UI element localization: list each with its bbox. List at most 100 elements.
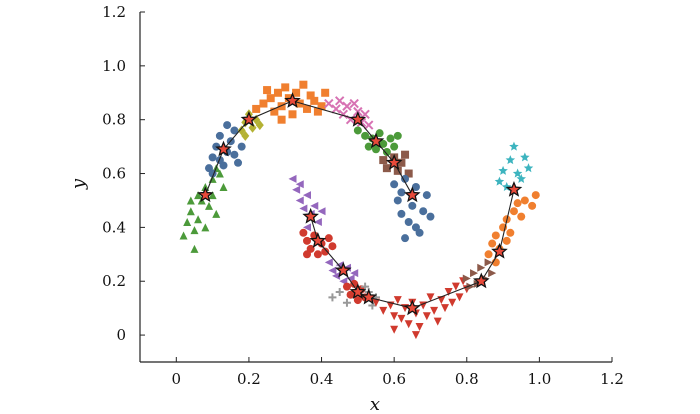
data-point	[379, 156, 388, 165]
y-tick-label: 1.2	[102, 3, 126, 21]
data-point	[277, 115, 286, 124]
data-point	[419, 207, 428, 216]
data-point	[393, 196, 402, 205]
data-point	[303, 236, 312, 245]
data-point	[215, 131, 224, 140]
cluster-center-star	[349, 110, 367, 127]
data-point	[430, 306, 439, 315]
data-point	[386, 134, 395, 143]
data-point	[306, 91, 315, 100]
data-point	[517, 212, 526, 221]
data-point	[346, 290, 355, 299]
data-point	[299, 228, 308, 237]
data-point	[299, 80, 308, 89]
data-point	[426, 212, 435, 221]
data-point	[342, 298, 351, 307]
cluster-center-star	[309, 232, 327, 248]
center-link	[368, 296, 413, 309]
x-tick-label: 0.6	[382, 370, 406, 388]
data-point	[230, 150, 239, 159]
y-tick-label: 0	[116, 326, 126, 344]
data-point	[372, 145, 380, 154]
x-tick-label: 0.4	[310, 370, 334, 388]
data-point	[513, 199, 522, 208]
data-point	[390, 312, 399, 321]
data-point	[408, 201, 417, 210]
data-point	[444, 288, 453, 296]
data-point	[328, 293, 337, 302]
centers-layer	[197, 92, 523, 316]
data-point	[397, 314, 406, 323]
x-tick-label: 0	[172, 370, 182, 388]
y-axis-label: y	[68, 178, 89, 190]
data-point	[502, 236, 511, 245]
data-point	[186, 207, 195, 216]
data-point	[426, 293, 435, 302]
cluster-center-star	[505, 180, 523, 197]
data-point	[520, 196, 529, 205]
data-point	[303, 250, 312, 259]
data-point	[324, 258, 333, 267]
data-point	[411, 331, 420, 340]
data-point	[477, 263, 486, 272]
data-point	[484, 258, 493, 267]
data-point	[382, 164, 391, 173]
data-point	[364, 142, 373, 151]
data-point	[411, 183, 420, 191]
data-point	[223, 121, 232, 130]
data-point	[404, 169, 413, 178]
data-point	[393, 296, 402, 305]
data-point	[335, 288, 344, 296]
cluster-center-star	[367, 132, 385, 149]
data-point	[324, 98, 334, 109]
data-point	[190, 226, 199, 235]
data-point	[372, 298, 380, 307]
data-point	[401, 174, 410, 183]
data-point	[324, 234, 333, 243]
data-point	[328, 266, 337, 275]
data-point	[494, 176, 505, 186]
data-point	[506, 228, 515, 237]
data-point	[303, 191, 312, 200]
data-point	[241, 130, 250, 141]
data-point	[313, 107, 322, 116]
data-point	[212, 209, 221, 218]
data-point	[186, 196, 195, 205]
data-point	[390, 180, 399, 189]
data-point	[266, 94, 275, 103]
data-point	[350, 269, 359, 278]
data-point	[273, 88, 282, 97]
y-tick-label: 0.4	[102, 218, 126, 236]
data-point	[505, 155, 516, 165]
data-point	[353, 126, 362, 135]
data-point	[509, 141, 519, 151]
data-point	[259, 99, 268, 108]
data-point	[520, 152, 530, 162]
data-point	[328, 242, 337, 251]
data-point	[397, 188, 406, 197]
cluster-center-star	[284, 92, 301, 108]
center-link	[412, 280, 482, 309]
data-point	[397, 209, 406, 218]
data-point	[204, 201, 213, 210]
data-point	[270, 107, 279, 116]
data-point	[455, 293, 464, 302]
data-point	[248, 122, 257, 133]
data-point	[194, 215, 203, 224]
data-point	[215, 169, 224, 178]
data-point	[422, 312, 431, 321]
data-point	[488, 269, 497, 278]
data-point	[295, 180, 304, 189]
data-point	[342, 101, 352, 111]
data-point	[491, 231, 500, 240]
data-point	[528, 201, 537, 210]
y-tick-label: 0.6	[102, 165, 126, 183]
data-point	[379, 306, 388, 315]
data-point	[401, 150, 410, 159]
data-point	[313, 218, 322, 226]
data-point	[516, 173, 526, 183]
center-link	[498, 189, 515, 252]
data-point	[382, 148, 391, 156]
data-point	[531, 191, 540, 200]
data-point	[361, 131, 370, 140]
